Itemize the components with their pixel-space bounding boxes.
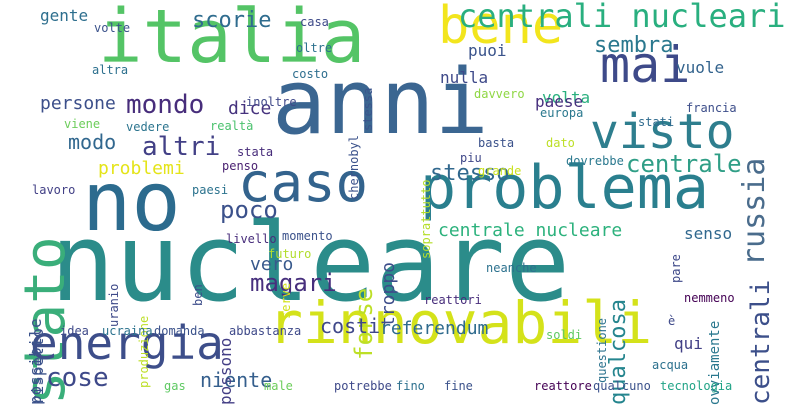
word-potrebbe: potrebbe (334, 379, 392, 393)
word-magari: magari (250, 269, 337, 297)
word-tecnologia: tecnologia (660, 379, 733, 393)
word-europa: europa (540, 106, 584, 120)
word-vuole: vuole (676, 58, 725, 77)
word-male: male (264, 379, 293, 393)
word-poco: poco (220, 196, 278, 224)
word-nucleare: nucleare (50, 201, 571, 326)
word-reattori: reattori (424, 293, 482, 307)
word-stata: stata (237, 145, 274, 159)
word-davvero: davvero (474, 87, 525, 101)
word-centrali: centrali (746, 279, 776, 405)
word-soprattutto: soprattutto (419, 179, 433, 259)
word-centrale: centrale (626, 150, 742, 178)
word-neanche: neanche (486, 261, 537, 275)
word-stati: stati (638, 115, 675, 129)
word-senso: senso (684, 224, 733, 243)
word-anni: anni (272, 50, 489, 155)
word-abbastanza: abbastanza (229, 324, 302, 338)
word-uranio: uranio (107, 283, 121, 327)
word-gas: gas (164, 379, 186, 393)
word-reattore: reattore (534, 379, 592, 393)
word-stessa: stessa (361, 87, 375, 131)
word-qui: qui (674, 334, 703, 353)
word-fino: fino (396, 379, 425, 393)
word-soldi: soldi (546, 328, 583, 342)
word-basta: basta (478, 136, 515, 150)
word-costo: costo (292, 67, 329, 81)
word-futuro: futuro (268, 247, 312, 261)
word-rinnovabili: rinnovabili (268, 289, 653, 357)
word-chernobyl: chernobyl (347, 134, 361, 200)
word-ucraina: ucraina (102, 324, 153, 338)
word-altra: altra (92, 63, 129, 77)
word-possibile: possibile (26, 318, 45, 405)
word-nemmeno: nemmeno (684, 291, 735, 305)
word-grande: grande (478, 164, 522, 178)
word-realta: realtà (210, 119, 254, 133)
word-russia: russia (737, 157, 772, 266)
word-sembra: sembra (594, 33, 674, 58)
word-domanda: domanda (154, 324, 205, 338)
word-francia: francia (686, 101, 737, 115)
word-modo: modo (68, 130, 117, 154)
word-no: no (82, 155, 181, 250)
word-qualcuno: qualcuno (593, 379, 651, 393)
word-problema: problema (420, 153, 709, 223)
word-inoltre: inoltre (246, 95, 297, 109)
word-e-accent: è (668, 314, 676, 328)
word-casa: casa (300, 15, 329, 29)
word-ben: ben (191, 284, 205, 306)
word-italia: italia (98, 0, 366, 80)
word-paesi: paesi (192, 183, 229, 197)
word-vedere: vedere (126, 120, 170, 134)
word-dice: dice (228, 98, 272, 119)
word-volta: volta (542, 88, 591, 107)
word-centrale-nucleare: centrale nucleare (438, 220, 623, 241)
word-lavoro: lavoro (32, 183, 76, 197)
word-cose: cose (46, 363, 109, 393)
word-pare: pare (669, 254, 683, 283)
word-bene: bene (438, 0, 564, 56)
word-questione: questione (595, 317, 609, 383)
word-persone: persone (40, 93, 116, 114)
word-nulla: nulla (440, 68, 489, 87)
word-referendum: referendum (380, 318, 489, 339)
word-serve: serve (279, 282, 293, 319)
word-livello: livello (226, 232, 277, 246)
word-acqua: acqua (652, 358, 689, 372)
word-problemi: problemi (98, 158, 185, 179)
word-piu: piu (460, 151, 482, 165)
word-energia: energia (30, 316, 224, 370)
word-costi: costi (320, 314, 381, 338)
word-volte: volte (94, 21, 131, 35)
word-caso: caso (238, 151, 369, 214)
word-stesso: stesso (430, 161, 510, 186)
word-viene: viene (64, 117, 101, 131)
word-dovrebbe: dovrebbe (566, 154, 624, 168)
word-centrali-nucleari: centrali nucleari (458, 0, 786, 35)
word-gente: gente (40, 6, 89, 25)
word-puoi: puoi (468, 41, 507, 60)
word-scorie: scorie (192, 8, 272, 33)
word-idea: idea (60, 324, 89, 338)
word-possono: possono (216, 337, 235, 405)
word-fine: fine (444, 379, 473, 393)
word-mondo: mondo (126, 90, 205, 120)
word-altri: altri (142, 132, 221, 162)
word-mai: mai (600, 36, 691, 94)
word-oltre: oltre (296, 41, 333, 55)
word-penso: penso (222, 159, 259, 173)
word-visto: visto (590, 104, 735, 160)
word-vero: vero (250, 254, 294, 275)
word-dato: dato (546, 136, 575, 150)
word-paese: paese (535, 92, 584, 111)
word-momento: momento (282, 229, 333, 243)
word-niente: niente (200, 368, 273, 392)
